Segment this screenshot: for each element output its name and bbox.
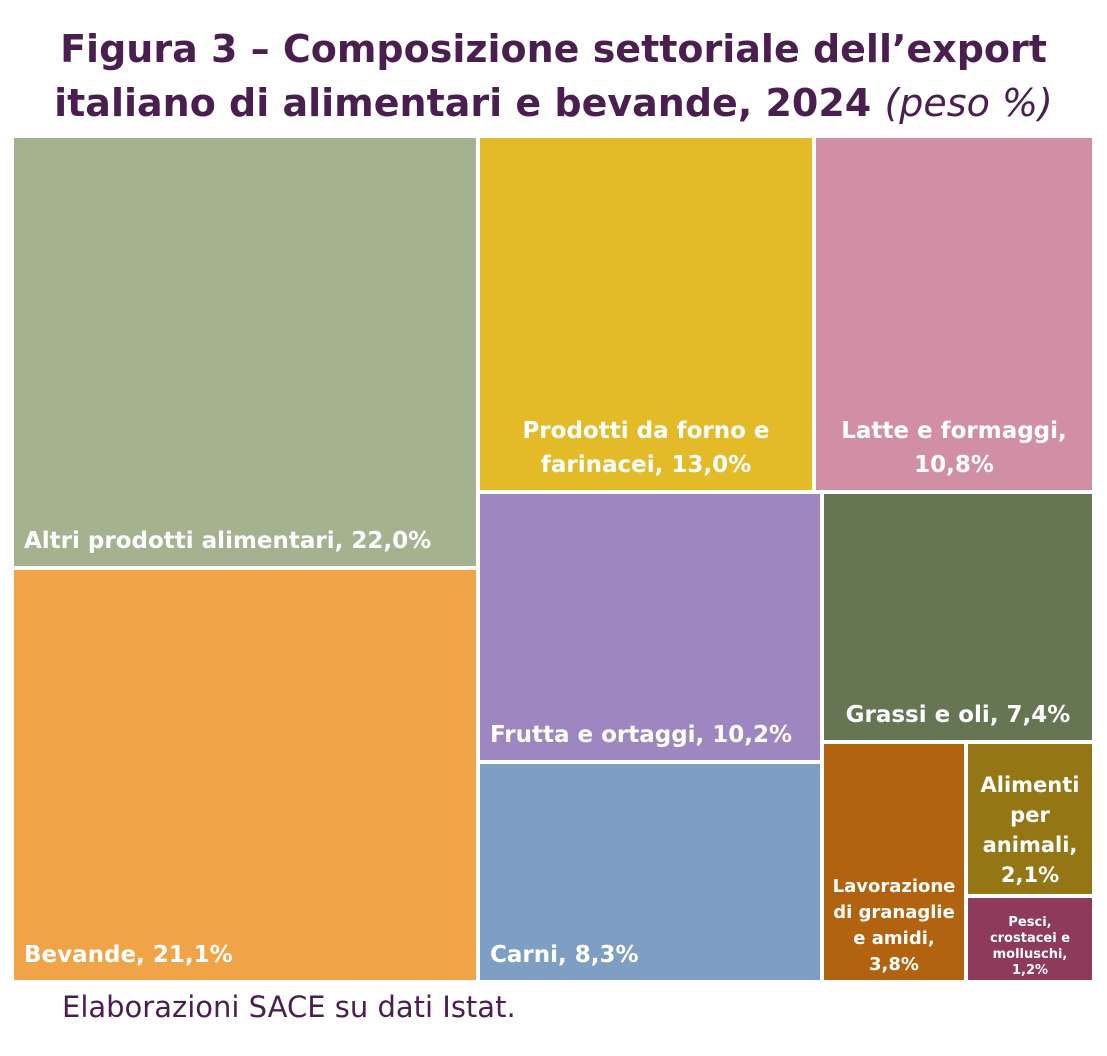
treemap-tile-bevande: Bevande, 21,1% (12, 568, 478, 982)
treemap-label-latte: Latte e formaggi, 10,8% (826, 414, 1082, 482)
treemap-label-carni: Carni, 8,3% (490, 938, 810, 972)
chart-title-unit: (peso %) (884, 81, 1053, 125)
treemap-label-line: molluschi, (992, 947, 1068, 962)
treemap-label-line: 1,2% (1011, 963, 1049, 978)
treemap-label-line: 2,1% (1000, 863, 1060, 887)
treemap-label-line: Altri prodotti alimentari, 22,0% (24, 528, 432, 554)
treemap-label-line: Grassi e oli, 7,4% (845, 702, 1071, 728)
treemap-label-granaglie: Lavorazione di granaglie e amidi, 3,8% (828, 874, 960, 978)
treemap-label-line: Lavorazione (832, 876, 956, 897)
treemap-label-line: 10,8% (914, 452, 994, 478)
treemap-tile-forno: Prodotti da forno e farinacei, 13,0% (478, 136, 814, 492)
treemap-tile-granaglie: Lavorazione di granaglie e amidi, 3,8% (822, 742, 966, 982)
treemap-label-line: farinacei, 13,0% (540, 452, 752, 478)
treemap-tile-pesci: Pesci, crostacei e molluschi, 1,2% (966, 896, 1094, 982)
treemap-tile-grassi: Grassi e oli, 7,4% (822, 492, 1094, 742)
treemap-label-line: e amidi, (853, 928, 935, 949)
treemap-label-line: Carni, 8,3% (490, 942, 639, 968)
chart-title-line-1: Figura 3 – Composizione settoriale dell’… (60, 27, 1047, 71)
treemap-label-line: per (1010, 803, 1050, 827)
treemap-tile-animali: Alimenti per animali, 2,1% (966, 742, 1094, 896)
treemap-label-pesci: Pesci, crostacei e molluschi, 1,2% (971, 915, 1089, 979)
treemap-label-line: Prodotti da forno e (522, 418, 770, 444)
treemap-label-altri: Altri prodotti alimentari, 22,0% (24, 524, 466, 558)
treemap-label-line: Pesci, (1008, 915, 1052, 930)
treemap-label-line: Alimenti (980, 773, 1080, 797)
treemap-tile-latte: Latte e formaggi, 10,8% (814, 136, 1094, 492)
treemap-label-frutta: Frutta e ortaggi, 10,2% (490, 718, 810, 752)
chart-title: Figura 3 – Composizione settoriale dell’… (0, 22, 1107, 130)
source-note: Elaborazioni SACE su dati Istat. (62, 990, 516, 1024)
treemap-label-bevande: Bevande, 21,1% (24, 938, 466, 972)
treemap-label-line: di granaglie (833, 902, 955, 923)
chart-title-text-2: italiano di alimentari e bevande, 2024 (54, 81, 872, 125)
treemap-label-animali: Alimenti per animali, 2,1% (972, 770, 1088, 890)
treemap-label-forno: Prodotti da forno e farinacei, 13,0% (490, 414, 802, 482)
treemap-label-line: animali, (982, 833, 1078, 857)
treemap-label-line: Frutta e ortaggi, 10,2% (490, 722, 793, 748)
treemap-label-grassi: Grassi e oli, 7,4% (834, 698, 1082, 732)
treemap-label-line: Bevande, 21,1% (24, 942, 233, 968)
treemap-label-line: crostacei e (989, 931, 1071, 946)
treemap-tile-altri: Altri prodotti alimentari, 22,0% (12, 136, 478, 568)
treemap-label-line: 3,8% (869, 954, 919, 975)
treemap-label-line: Latte e formaggi, (841, 418, 1067, 444)
treemap-tile-frutta: Frutta e ortaggi, 10,2% (478, 492, 822, 762)
treemap-tile-carni: Carni, 8,3% (478, 762, 822, 982)
chart-title-line-2: italiano di alimentari e bevande, 2024 (… (0, 76, 1107, 130)
